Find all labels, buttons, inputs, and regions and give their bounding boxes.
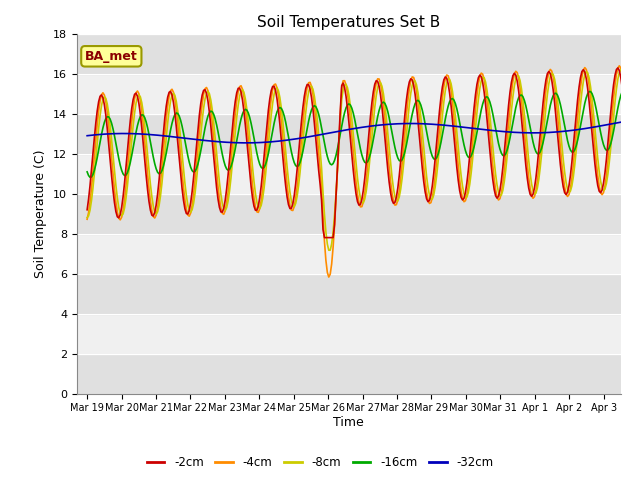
X-axis label: Time: Time [333, 416, 364, 429]
Bar [77, 154, 621, 193]
Bar [77, 234, 621, 274]
Bar [77, 193, 621, 234]
Text: BA_met: BA_met [85, 50, 138, 63]
Bar [77, 274, 621, 313]
Bar [77, 313, 621, 354]
Y-axis label: Soil Temperature (C): Soil Temperature (C) [35, 149, 47, 278]
Bar [77, 0, 621, 34]
Bar [77, 354, 621, 394]
Title: Soil Temperatures Set B: Soil Temperatures Set B [257, 15, 440, 30]
Bar [77, 114, 621, 154]
Legend: -2cm, -4cm, -8cm, -16cm, -32cm: -2cm, -4cm, -8cm, -16cm, -32cm [142, 452, 498, 474]
Bar [77, 34, 621, 73]
Bar [77, 73, 621, 114]
